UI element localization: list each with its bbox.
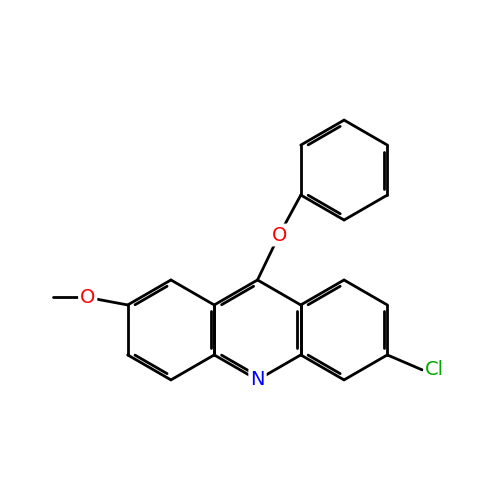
Text: Cl: Cl (425, 360, 444, 380)
Text: N: N (250, 370, 264, 390)
Text: O: O (80, 288, 96, 307)
Text: O: O (272, 226, 287, 244)
